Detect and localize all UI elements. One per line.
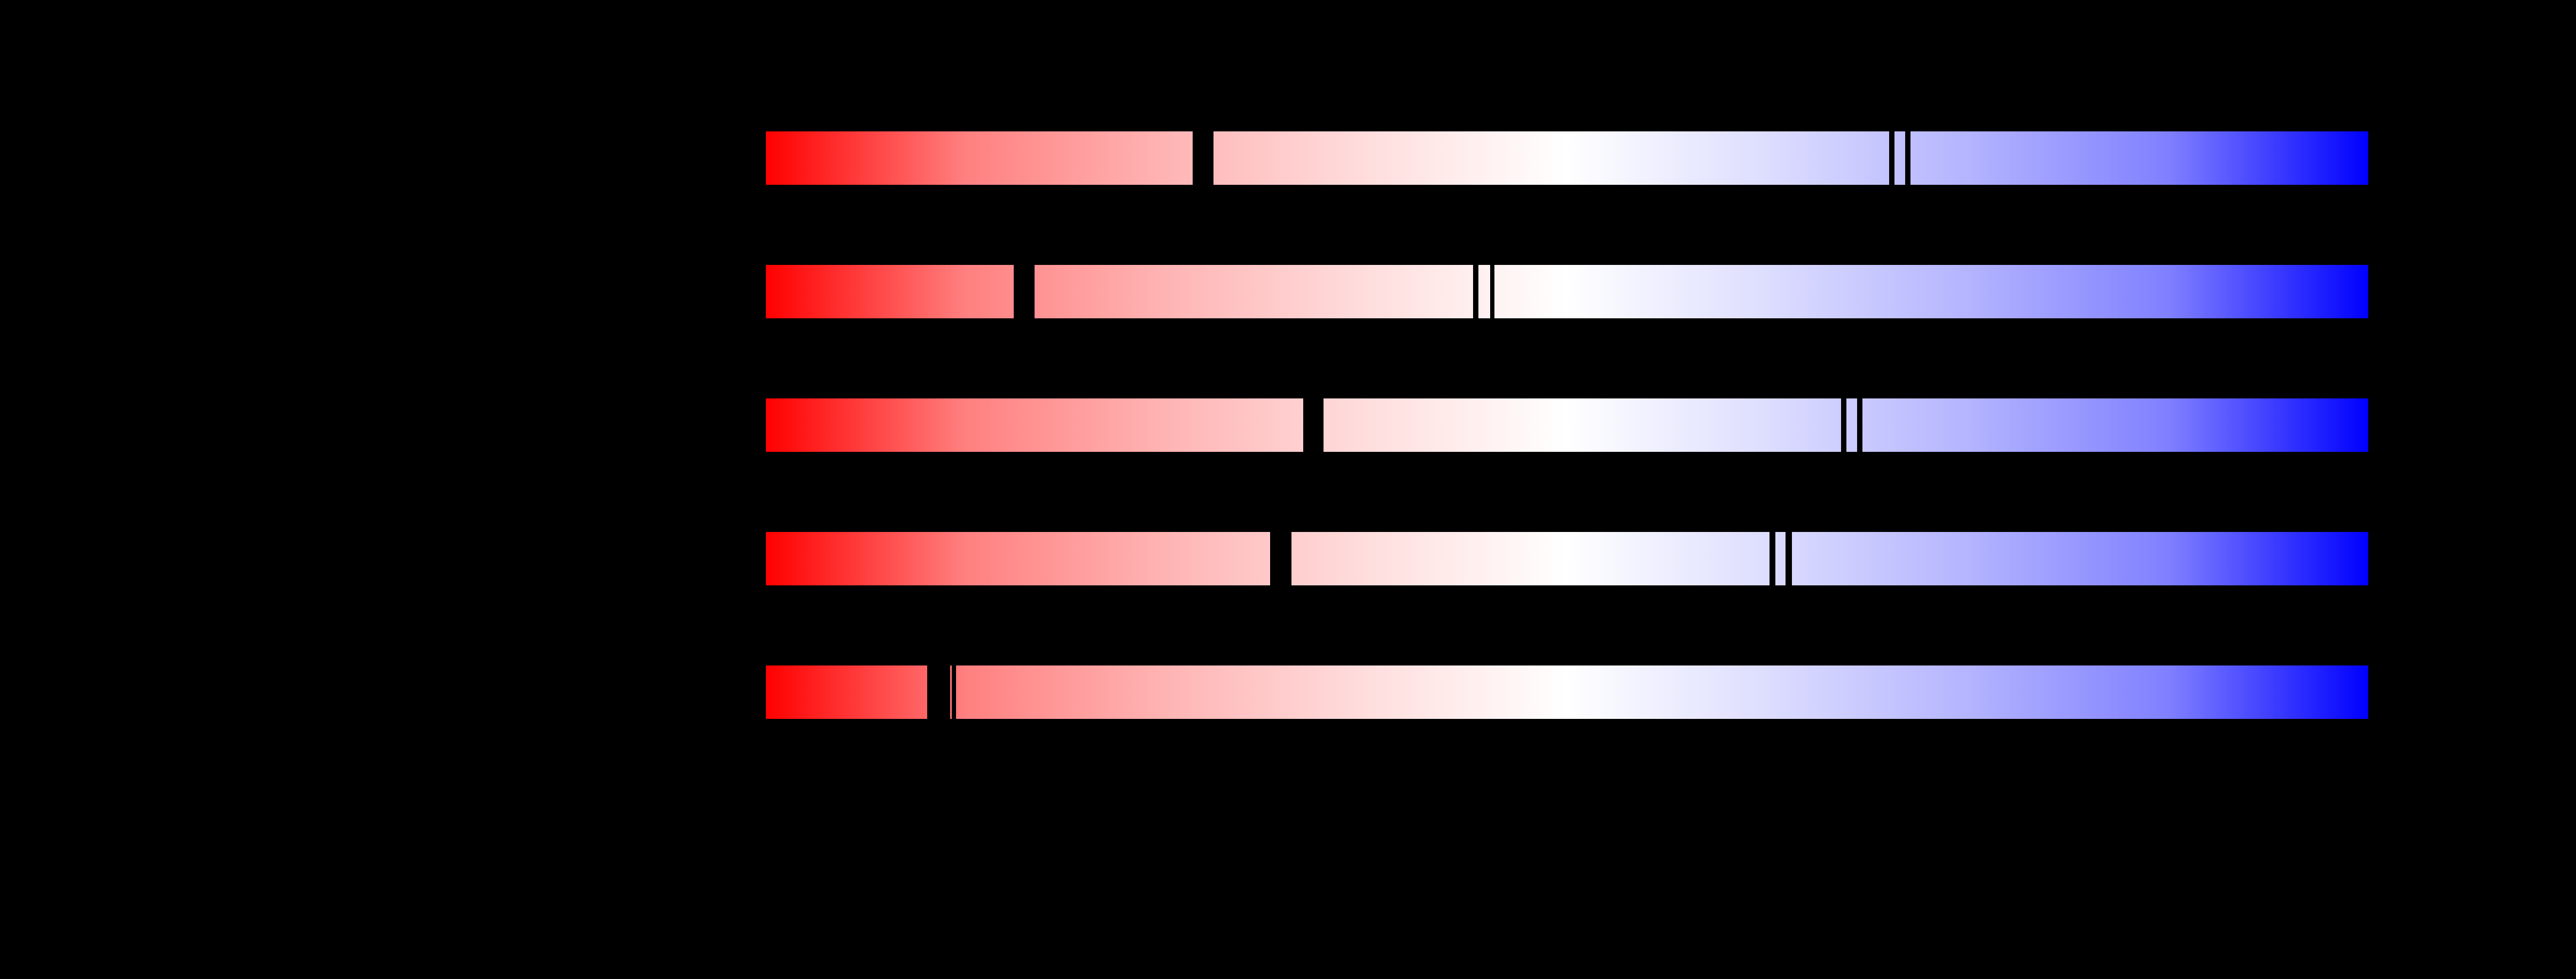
segment-separator	[1857, 398, 1862, 452]
segment-separator	[1014, 265, 1035, 318]
segment-separator	[927, 665, 950, 719]
gradient-bar-row-2	[766, 265, 2368, 318]
segment-separator	[1473, 265, 1478, 318]
gradient-bar-row-4	[766, 532, 2368, 585]
segment-separator	[1270, 532, 1291, 585]
segment-separator	[952, 665, 956, 719]
gradient-bar-row-3	[766, 398, 2368, 452]
segment-separator	[1193, 131, 1213, 185]
gradient-bar-row-1	[766, 131, 2368, 185]
segment-separator	[1786, 532, 1792, 585]
segment-separator	[1303, 398, 1324, 452]
segment-separator	[1889, 131, 1894, 185]
segment-separator	[1841, 398, 1846, 452]
segment-separator	[1490, 265, 1494, 318]
gradient-bar-row-5	[766, 665, 2368, 719]
segment-separator	[1905, 131, 1911, 185]
segment-separator	[1769, 532, 1775, 585]
